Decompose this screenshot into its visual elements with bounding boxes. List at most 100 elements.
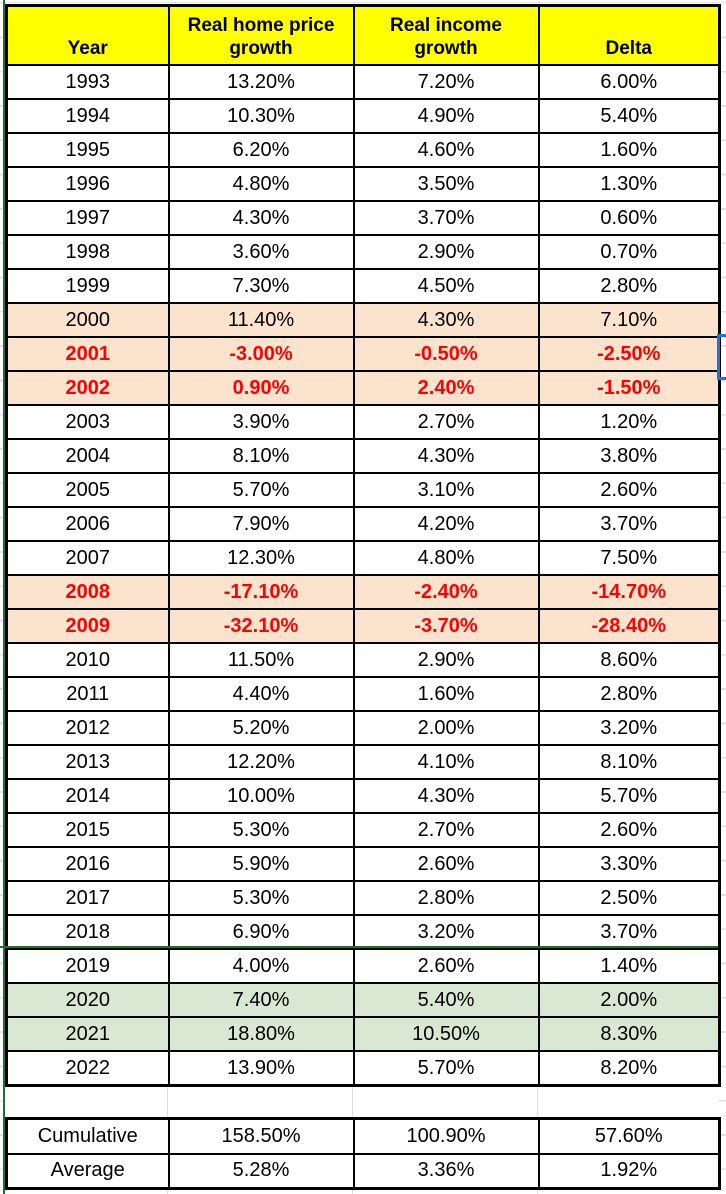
cell-year[interactable]: 2007 [5,540,170,576]
cell-year[interactable]: 2005 [5,472,170,508]
cell-income-growth[interactable]: 3.20% [352,914,540,950]
cell-income-growth[interactable]: 4.20% [352,506,540,542]
cell-home-price-growth[interactable]: 18.80% [167,1016,355,1052]
cell-year[interactable]: 2001 [5,336,170,372]
cell-delta[interactable]: 2.80% [537,268,721,304]
header-cell-income-growth[interactable]: Real income growth [352,4,540,66]
cell-home-price-growth[interactable]: 7.90% [167,506,355,542]
cell-home-price-growth[interactable]: 10.00% [167,778,355,814]
cell-home-price-growth[interactable]: 13.90% [167,1050,355,1087]
cell-income-growth[interactable]: -2.40% [352,574,540,610]
cell-delta[interactable]: -28.40% [537,608,721,644]
cell-home-price-growth[interactable]: 4.00% [167,948,355,984]
cell-income-growth[interactable]: 4.30% [352,778,540,814]
cell-year[interactable]: 2013 [5,744,170,780]
cell-delta[interactable]: 3.20% [537,710,721,746]
cell-delta[interactable]: 2.50% [537,880,721,916]
cell-average-income[interactable]: 3.36% [352,1152,540,1190]
cell-delta[interactable]: 2.80% [537,676,721,712]
cell-delta[interactable]: 5.40% [537,98,721,134]
cell-home-price-growth[interactable]: 7.40% [167,982,355,1018]
cell-year[interactable]: 2010 [5,642,170,678]
cell-delta[interactable]: 1.30% [537,166,721,202]
cell-home-price-growth[interactable]: 4.80% [167,166,355,202]
cell-year[interactable]: 2000 [5,302,170,338]
cell-income-growth[interactable]: -0.50% [352,336,540,372]
cell-delta[interactable]: 1.40% [537,948,721,984]
cell-delta[interactable]: 7.10% [537,302,721,338]
cell-year[interactable]: 2016 [5,846,170,882]
cell-home-price-growth[interactable]: 6.20% [167,132,355,168]
cell-delta[interactable]: 8.20% [537,1050,721,1087]
active-cell-selection-border[interactable] [717,334,726,380]
cell-cumulative-label[interactable]: Cumulative [5,1117,170,1155]
cell-income-growth[interactable]: 4.30% [352,438,540,474]
cell-income-growth[interactable]: 10.50% [352,1016,540,1052]
cell-home-price-growth[interactable]: 11.50% [167,642,355,678]
header-cell-delta[interactable]: Delta [537,4,721,66]
cell-home-price-growth[interactable]: 3.60% [167,234,355,270]
cell-home-price-growth[interactable]: -32.10% [167,608,355,644]
cell-income-growth[interactable]: 5.40% [352,982,540,1018]
cell-home-price-growth[interactable]: 5.20% [167,710,355,746]
cell-income-growth[interactable]: 2.70% [352,404,540,440]
cell-home-price-growth[interactable]: 8.10% [167,438,355,474]
cell-income-growth[interactable]: 4.90% [352,98,540,134]
cell-income-growth[interactable]: 3.10% [352,472,540,508]
cell-delta[interactable]: 8.60% [537,642,721,678]
cell-year[interactable]: 2012 [5,710,170,746]
cell-delta[interactable]: 0.70% [537,234,721,270]
cell-year[interactable]: 2022 [5,1050,170,1087]
cell-income-growth[interactable]: 3.70% [352,200,540,236]
cell-average-home[interactable]: 5.28% [167,1152,355,1190]
cell-year[interactable]: 1996 [5,166,170,202]
cell-home-price-growth[interactable]: 3.90% [167,404,355,440]
cell-income-growth[interactable]: 2.80% [352,880,540,916]
cell-delta[interactable]: -1.50% [537,370,721,406]
cell-year[interactable]: 1997 [5,200,170,236]
cell-income-growth[interactable]: 7.20% [352,64,540,100]
cell-delta[interactable]: 6.00% [537,64,721,100]
cell-average-label[interactable]: Average [5,1152,170,1190]
cell-income-growth[interactable]: 4.60% [352,132,540,168]
cell-income-growth[interactable]: 2.00% [352,710,540,746]
cell-year[interactable]: 2008 [5,574,170,610]
cell-income-growth[interactable]: 4.80% [352,540,540,576]
cell-year[interactable]: 2018 [5,914,170,950]
cell-home-price-growth[interactable]: 5.30% [167,880,355,916]
cell-income-growth[interactable]: 5.70% [352,1050,540,1087]
cell-delta[interactable]: 1.60% [537,132,721,168]
cell-year[interactable]: 2003 [5,404,170,440]
cell-year[interactable]: 1999 [5,268,170,304]
cell-delta[interactable]: 2.60% [537,472,721,508]
cell-income-growth[interactable]: 2.70% [352,812,540,848]
cell-year[interactable]: 2019 [5,948,170,984]
cell-income-growth[interactable]: 4.50% [352,268,540,304]
cell-home-price-growth[interactable]: 0.90% [167,370,355,406]
cell-income-growth[interactable]: 2.60% [352,846,540,882]
cell-home-price-growth[interactable]: 4.40% [167,676,355,712]
cell-delta[interactable]: 2.00% [537,982,721,1018]
cell-year[interactable]: 2002 [5,370,170,406]
cell-year[interactable]: 1995 [5,132,170,168]
cell-home-price-growth[interactable]: 4.30% [167,200,355,236]
cell-home-price-growth[interactable]: -3.00% [167,336,355,372]
cell-delta[interactable]: 7.50% [537,540,721,576]
cell-income-growth[interactable]: 2.60% [352,948,540,984]
cell-home-price-growth[interactable]: 5.70% [167,472,355,508]
cell-delta[interactable]: 0.60% [537,200,721,236]
cell-home-price-growth[interactable]: 6.90% [167,914,355,950]
cell-delta[interactable]: 3.30% [537,846,721,882]
cell-home-price-growth[interactable]: 13.20% [167,64,355,100]
cell-year[interactable]: 2011 [5,676,170,712]
cell-delta[interactable]: -2.50% [537,336,721,372]
cell-delta[interactable]: 8.10% [537,744,721,780]
cell-home-price-growth[interactable]: 10.30% [167,98,355,134]
cell-income-growth[interactable]: 4.10% [352,744,540,780]
cell-year[interactable]: 2020 [5,982,170,1018]
cell-income-growth[interactable]: 4.30% [352,302,540,338]
header-cell-year[interactable]: Year [5,4,170,66]
header-cell-home-price-growth[interactable]: Real home price growth [167,4,355,66]
cell-income-growth[interactable]: 2.40% [352,370,540,406]
cell-delta[interactable]: -14.70% [537,574,721,610]
